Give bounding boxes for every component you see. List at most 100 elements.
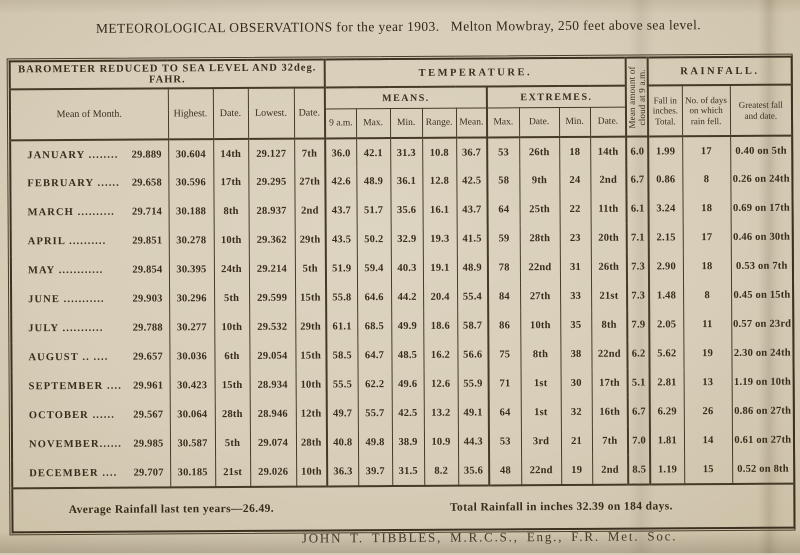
cell-tmean: 58.7 [457, 311, 489, 341]
cell-highest: 30.395 [168, 255, 215, 285]
cloud-column-header: Mean amount of cloud at 9 a.m. [625, 57, 649, 137]
month-name: APRIL .......... [27, 235, 107, 248]
cell-greatest: 0.40 on 5th [730, 135, 793, 165]
cell-exmaxdate: 22nd [519, 253, 561, 283]
col-extremes-max: Max. [486, 107, 520, 138]
cell-exmaxdate: 1st [520, 369, 561, 399]
month-name: AUGUST .. .... [28, 351, 109, 364]
cell-cloud: 6.1 [626, 194, 649, 224]
month-cell: JANUARY ........ 29.889 [10, 139, 169, 170]
cell-hdate: 24th [213, 254, 250, 285]
cell-exmax: 53 [488, 427, 522, 457]
month-cell: NOVEMBER...... 29.985 [11, 429, 171, 460]
cell-tmax: 64.6 [357, 283, 392, 313]
month-cell: APRIL .......... 29.851 [10, 226, 169, 257]
cell-exmindate: 11th [590, 194, 627, 224]
cell-cloud: 7.3 [627, 281, 650, 311]
cell-tmin: 48.5 [391, 340, 424, 371]
barometer-section-title: BAROMETER REDUCED TO SEA LEVEL AND 32deg… [9, 59, 325, 90]
cell-exmaxdate: 8th [520, 340, 561, 370]
cell-days: 15 [684, 454, 733, 485]
cell-days: 8 [683, 280, 732, 311]
cell-exmaxdate: 10th [520, 311, 561, 341]
cell-days: 19 [683, 338, 732, 369]
cell-exmaxdate: 22nd [521, 456, 562, 486]
barometer-mean-value: 29.658 [131, 177, 162, 189]
cell-tmax: 64.7 [357, 341, 392, 371]
cell-exmin: 35 [560, 310, 592, 341]
col-rain-days: No. of days on which rain fell. [681, 84, 731, 137]
cell-lowest: 29.532 [249, 312, 296, 342]
cell-greatest: 0.26 on 24th [730, 164, 793, 194]
col-extremes-min-date: Date. [589, 107, 627, 137]
cell-exmaxdate: 25th [519, 195, 560, 225]
col-lowest: Lowest. [247, 87, 295, 139]
cell-tmin: 49.9 [391, 311, 424, 342]
cell-exmaxdate: 3rd [520, 427, 562, 457]
cell-cloud: 8.5 [628, 455, 651, 485]
month-name: OCTOBER ...... [28, 409, 115, 422]
month-cell: JUNE ........... 29.903 [11, 284, 170, 315]
cell-greatest: 0.61 on 27th [732, 425, 795, 455]
cell-hdate: 10th [213, 225, 249, 256]
cell-tmean: 55.4 [457, 282, 489, 312]
barometer-mean-value: 29.851 [132, 235, 163, 247]
table-header: BAROMETER REDUCED TO SEA LEVEL AND 32deg… [9, 56, 793, 141]
cell-exmin: 19 [561, 455, 593, 486]
cell-lowest: 29.599 [249, 283, 296, 313]
table-row: AUGUST .. .... 29.657 30.036 6th 29.054 15th 5… [11, 338, 794, 373]
col-highest-date: Date. [212, 87, 249, 140]
cell-ldate: 15th [295, 283, 327, 313]
cell-fall: 5.62 [649, 339, 684, 369]
table-row: JUNE ........... 29.903 30.296 5th 29.599 15t… [11, 280, 794, 315]
cell-exmaxdate: 1st [520, 398, 561, 428]
barometer-mean-value: 29.567 [133, 409, 164, 421]
cell-t9am: 40.8 [326, 428, 359, 458]
cell-tmax: 49.8 [357, 428, 393, 458]
cell-tmin: 49.6 [391, 369, 424, 400]
month-name: JUNE ........... [28, 293, 105, 306]
cell-exmaxdate: 28th [519, 224, 560, 254]
cell-highest: 30.278 [168, 226, 214, 256]
barometer-mean-value: 29.657 [132, 351, 163, 363]
cell-ldate: 12th [295, 399, 327, 429]
cell-t9am: 43.5 [325, 225, 357, 255]
observations-table-frame: BAROMETER REDUCED TO SEA LEVEL AND 32deg… [6, 53, 796, 536]
cell-tmin: 36.1 [390, 166, 423, 197]
cell-days: 17 [682, 135, 731, 166]
barometer-mean-value: 29.707 [133, 466, 164, 479]
cell-days: 11 [683, 309, 732, 340]
table-footer: Average Rainfall last ten years—26.49. T… [12, 483, 795, 533]
cell-exmindate: 16th [591, 397, 629, 427]
table-row: FEBRUARY ...... 29.658 30.596 17th 29.295 27t… [10, 164, 793, 199]
cell-tmax: 48.9 [356, 167, 391, 197]
table-row: JULY ........... 29.788 30.277 10th 29.532 29… [11, 309, 794, 344]
barometer-mean-value: 29.961 [133, 380, 164, 392]
cell-exmindate: 17th [591, 368, 628, 398]
temperature-section-title: TEMPERATURE. [324, 57, 626, 88]
month-name: FEBRUARY ...... [27, 177, 120, 190]
cell-exmax: 58 [487, 166, 520, 196]
col-means-max: Max. [356, 108, 391, 139]
cell-exmin: 31 [559, 252, 592, 283]
cell-t9am: 36.3 [327, 457, 359, 487]
cell-cloud: 7.1 [626, 223, 649, 253]
col-means-mean: Mean. [455, 107, 488, 138]
cell-t9am: 55.8 [326, 283, 358, 313]
month-name: JULY ........... [28, 322, 104, 335]
cell-tmean: 41.5 [456, 224, 488, 254]
table-row: SEPTEMBER .... 29.961 30.423 15th 28.934 10th… [11, 367, 794, 402]
cell-t9am: 55.5 [326, 370, 358, 400]
cell-fall: 3.24 [648, 194, 683, 224]
cell-fall: 2.90 [648, 252, 684, 282]
cloud-column-label: Mean amount of cloud at 9 a.m. [626, 65, 648, 129]
cell-range: 18.6 [423, 311, 458, 341]
cell-highest: 30.296 [169, 284, 215, 314]
cell-ldate: 7th [294, 138, 326, 168]
cell-highest: 30.596 [168, 168, 214, 198]
cell-t9am: 58.5 [326, 341, 358, 371]
col-extremes-max-date: Date. [518, 107, 560, 138]
cell-fall: 1.19 [650, 455, 685, 485]
cell-ldate: 2nd [294, 196, 326, 226]
